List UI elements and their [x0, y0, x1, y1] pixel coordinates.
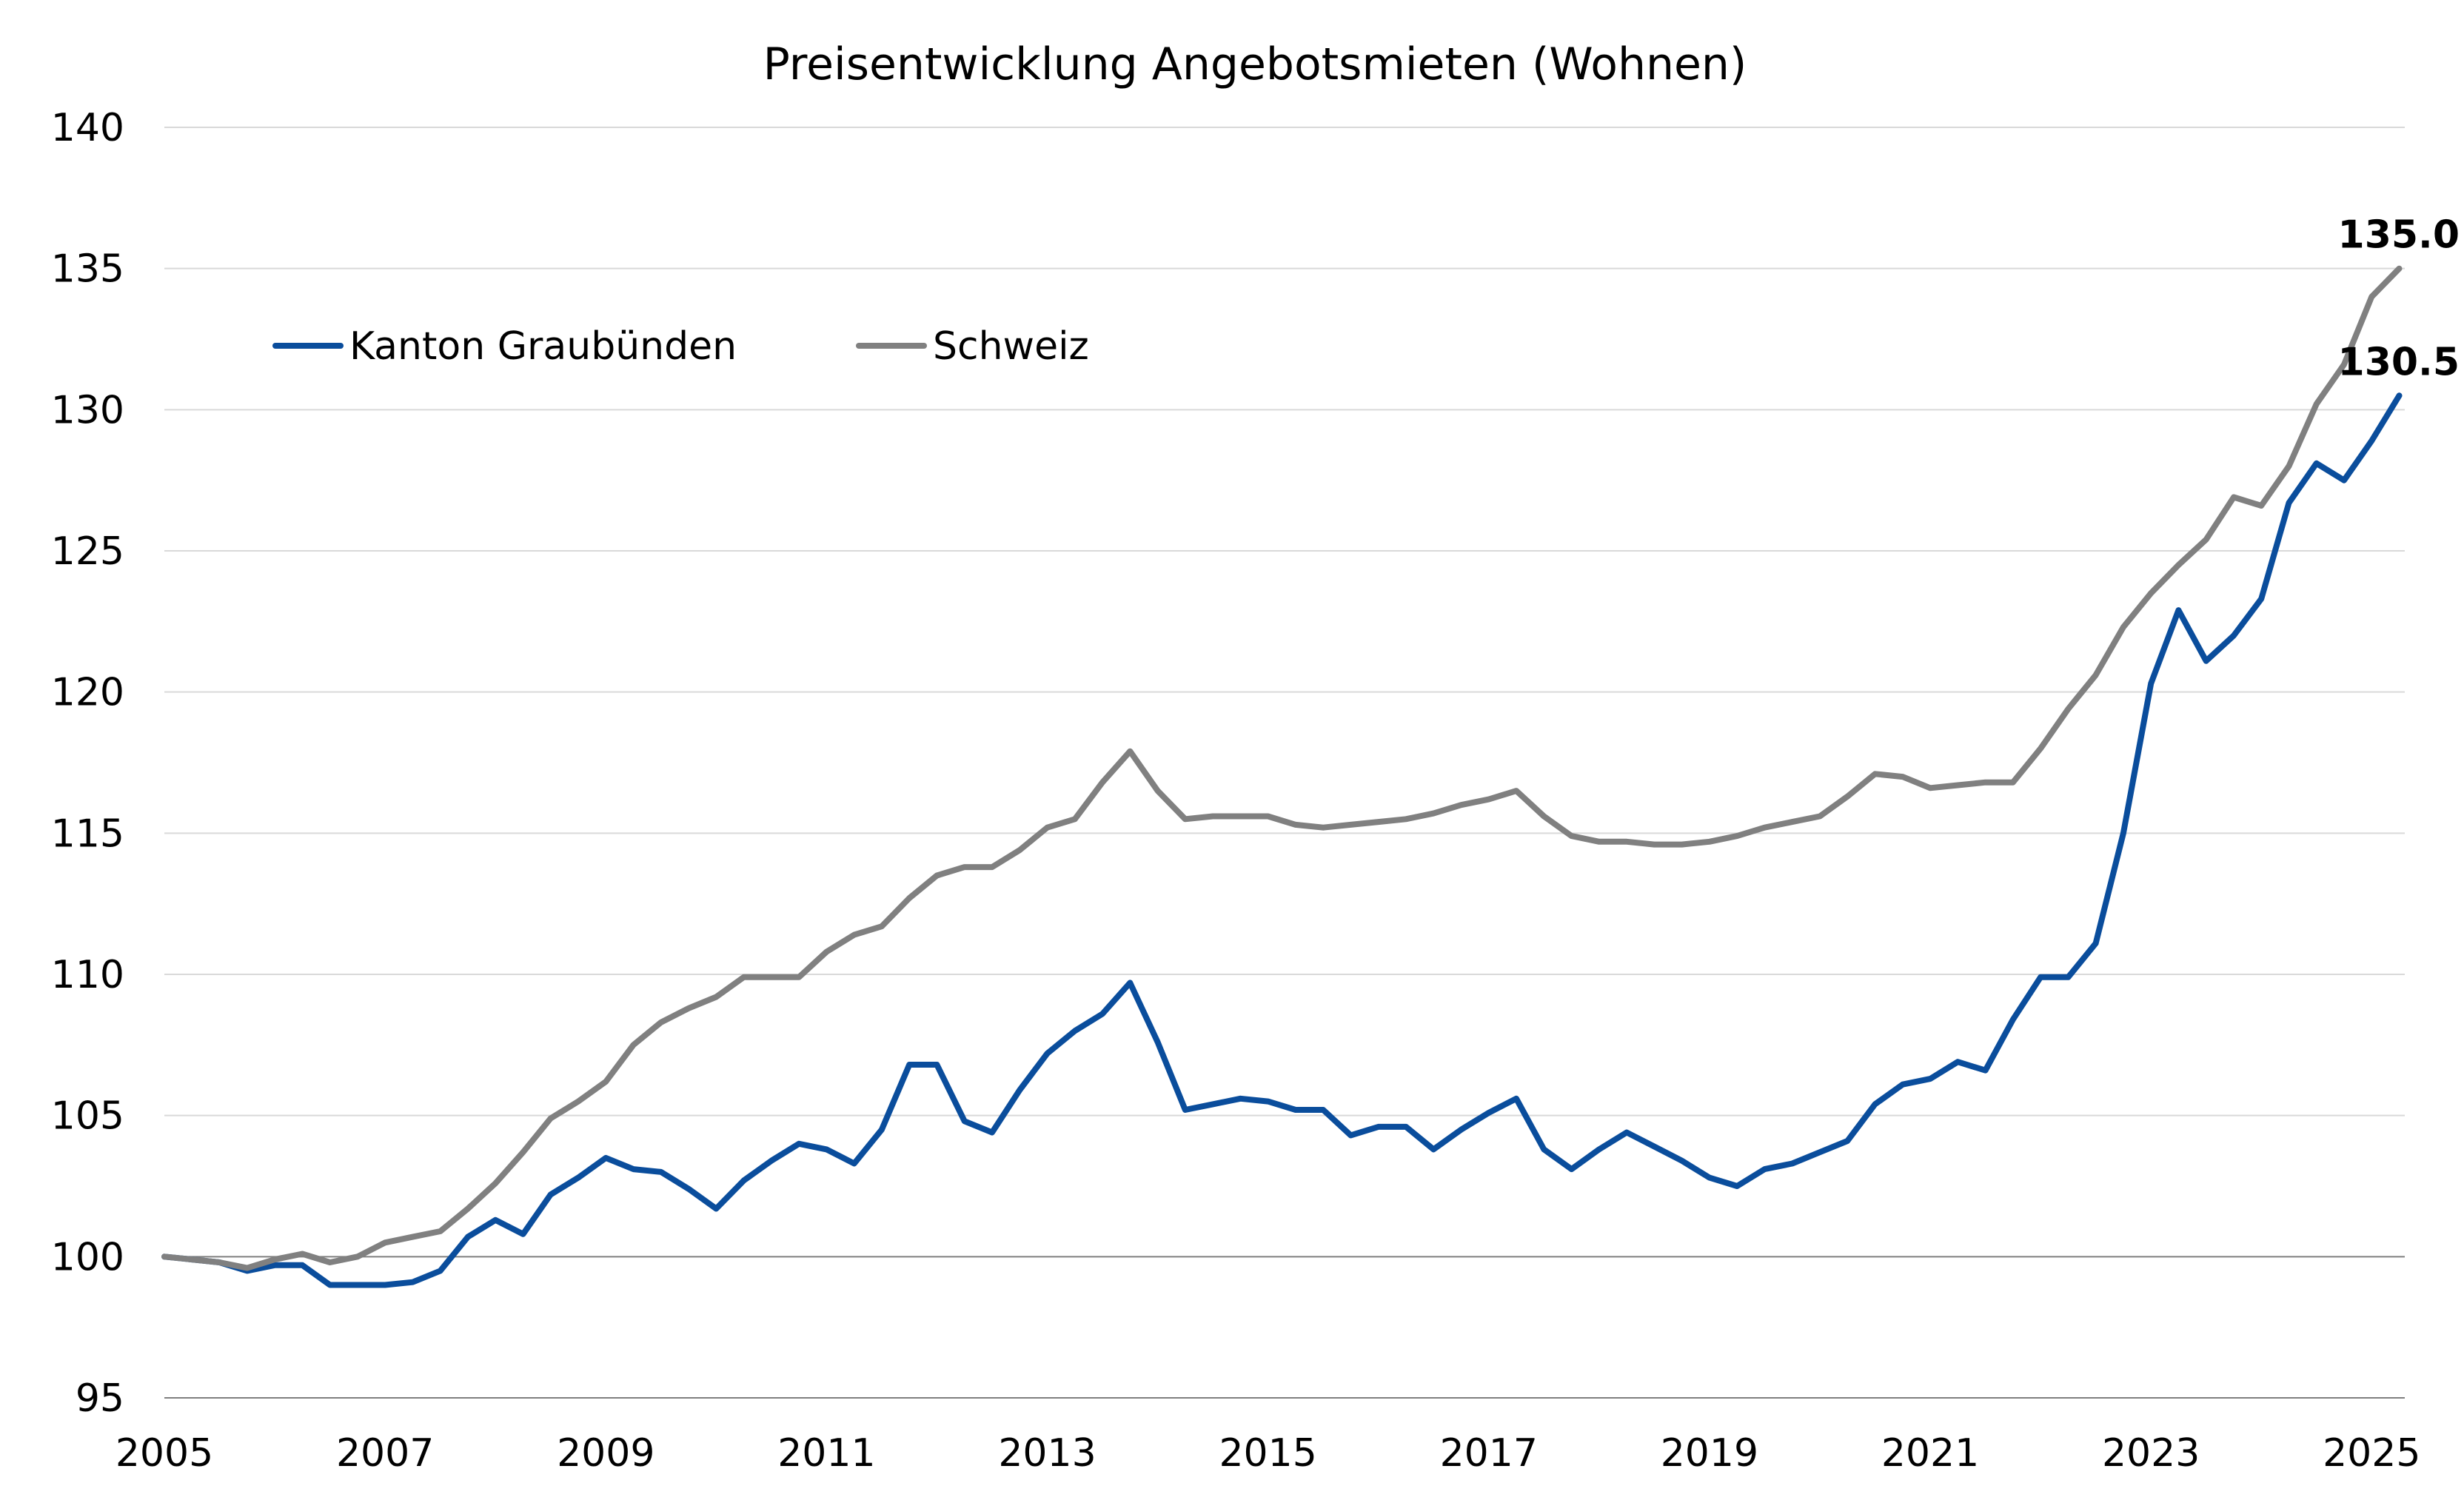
y-tick-label: 135: [51, 247, 124, 292]
legend: Kanton Graubünden Schweiz: [272, 324, 1089, 369]
x-tick-label: 2015: [1219, 1431, 1316, 1476]
x-tick-label: 2005: [116, 1431, 213, 1476]
x-tick-label: 2017: [1440, 1431, 1538, 1476]
y-tick-label: 100: [51, 1235, 124, 1279]
x-tick-label: 2019: [1661, 1431, 1758, 1476]
y-tick-label: 125: [51, 529, 124, 574]
end-value-label: 135.0: [2338, 213, 2460, 258]
series-line-kanton-graubuenden: [161, 392, 2403, 1288]
x-tick-label: 2009: [557, 1431, 654, 1476]
legend-item-schweiz: Schweiz: [856, 324, 1089, 369]
data-labels: 130.5 135.0: [2338, 213, 2460, 385]
y-tick-label: 140: [51, 106, 124, 150]
legend-label: Kanton Graubünden: [349, 324, 737, 369]
y-tick-label: 120: [51, 671, 124, 715]
x-tick-label: 2011: [777, 1431, 875, 1476]
x-tick-label: 2025: [2323, 1431, 2420, 1476]
x-tick-label: 2013: [998, 1431, 1096, 1476]
chart-title: Preisentwicklung Angebotsmieten (Wohnen): [763, 39, 1747, 90]
y-tick-label: 115: [51, 811, 124, 856]
legend-label: Schweiz: [933, 324, 1089, 369]
y-tick-label: 130: [51, 388, 124, 432]
x-tick-label: 2007: [336, 1431, 434, 1476]
x-tick-label: 2023: [2102, 1431, 2200, 1476]
axes: 95 100 105 110 115 120 125 130 135 140 2005 2007 200…: [51, 106, 2421, 1476]
legend-item-kanton-graubuenden: Kanton Graubünden: [272, 324, 737, 369]
y-tick-label: 110: [51, 953, 124, 997]
series-lines: [161, 265, 2403, 1288]
x-tick-label: 2021: [1881, 1431, 1979, 1476]
end-value-label: 130.5: [2338, 340, 2460, 384]
y-tick-label: 105: [51, 1094, 124, 1139]
series-line-schweiz: [161, 265, 2403, 1271]
y-tick-label: 95: [76, 1376, 124, 1421]
grid-lines: [164, 127, 2405, 1117]
